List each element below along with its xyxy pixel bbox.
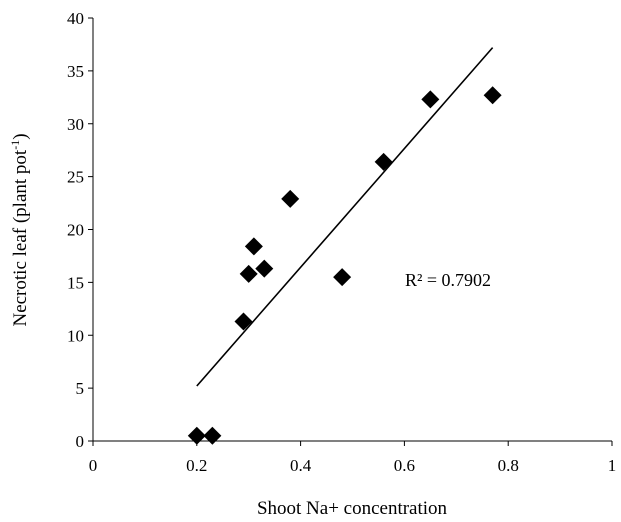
- y-tick-label: 10: [67, 326, 84, 345]
- data-point: [374, 152, 393, 171]
- y-axis-title-close: ): [10, 133, 31, 139]
- data-point: [203, 426, 222, 445]
- y-axis-title-main: Necrotic leaf (plant pot: [10, 149, 31, 326]
- y-tick-label: 5: [76, 379, 85, 398]
- y-tick-label: 15: [67, 273, 84, 292]
- x-tick-label: 0.8: [498, 456, 519, 475]
- trendline-group: [196, 47, 494, 387]
- data-point: [187, 426, 206, 445]
- x-tick-label: 0.6: [394, 456, 415, 475]
- data-point: [281, 189, 300, 208]
- data-point: [255, 259, 274, 278]
- x-tick-label: 0: [89, 456, 98, 475]
- y-tick-label: 40: [67, 9, 84, 28]
- x-tick-label: 0.4: [290, 456, 312, 475]
- x-tick-label: 0.2: [186, 456, 207, 475]
- y-tick-label: 0: [76, 432, 85, 451]
- x-axis-title: Shoot Na+ concentration: [257, 498, 448, 519]
- y-tick-label: 35: [67, 62, 84, 81]
- data-point: [333, 268, 352, 287]
- data-point: [239, 264, 258, 283]
- y-tick-label: 25: [67, 168, 84, 187]
- y-ticks: 0 5 10 15 20 25 30 35 40: [67, 9, 93, 451]
- r-squared-annotation: R² = 0.7902: [405, 270, 491, 290]
- trendline: [196, 47, 494, 387]
- data-point: [234, 312, 253, 331]
- y-axis-title-superscript: -1: [8, 140, 22, 150]
- x-tick-label: 1: [608, 456, 617, 475]
- y-tick-label: 20: [67, 221, 84, 240]
- axes: [92, 18, 612, 442]
- data-point: [421, 90, 440, 109]
- data-point: [483, 86, 502, 105]
- y-axis-title: Necrotic leaf (plant pot-1): [8, 133, 31, 326]
- x-ticks: 0 0.2 0.4 0.6 0.8 1: [89, 441, 617, 475]
- y-tick-label: 30: [67, 115, 84, 134]
- data-points: [187, 86, 502, 445]
- data-point: [244, 237, 263, 256]
